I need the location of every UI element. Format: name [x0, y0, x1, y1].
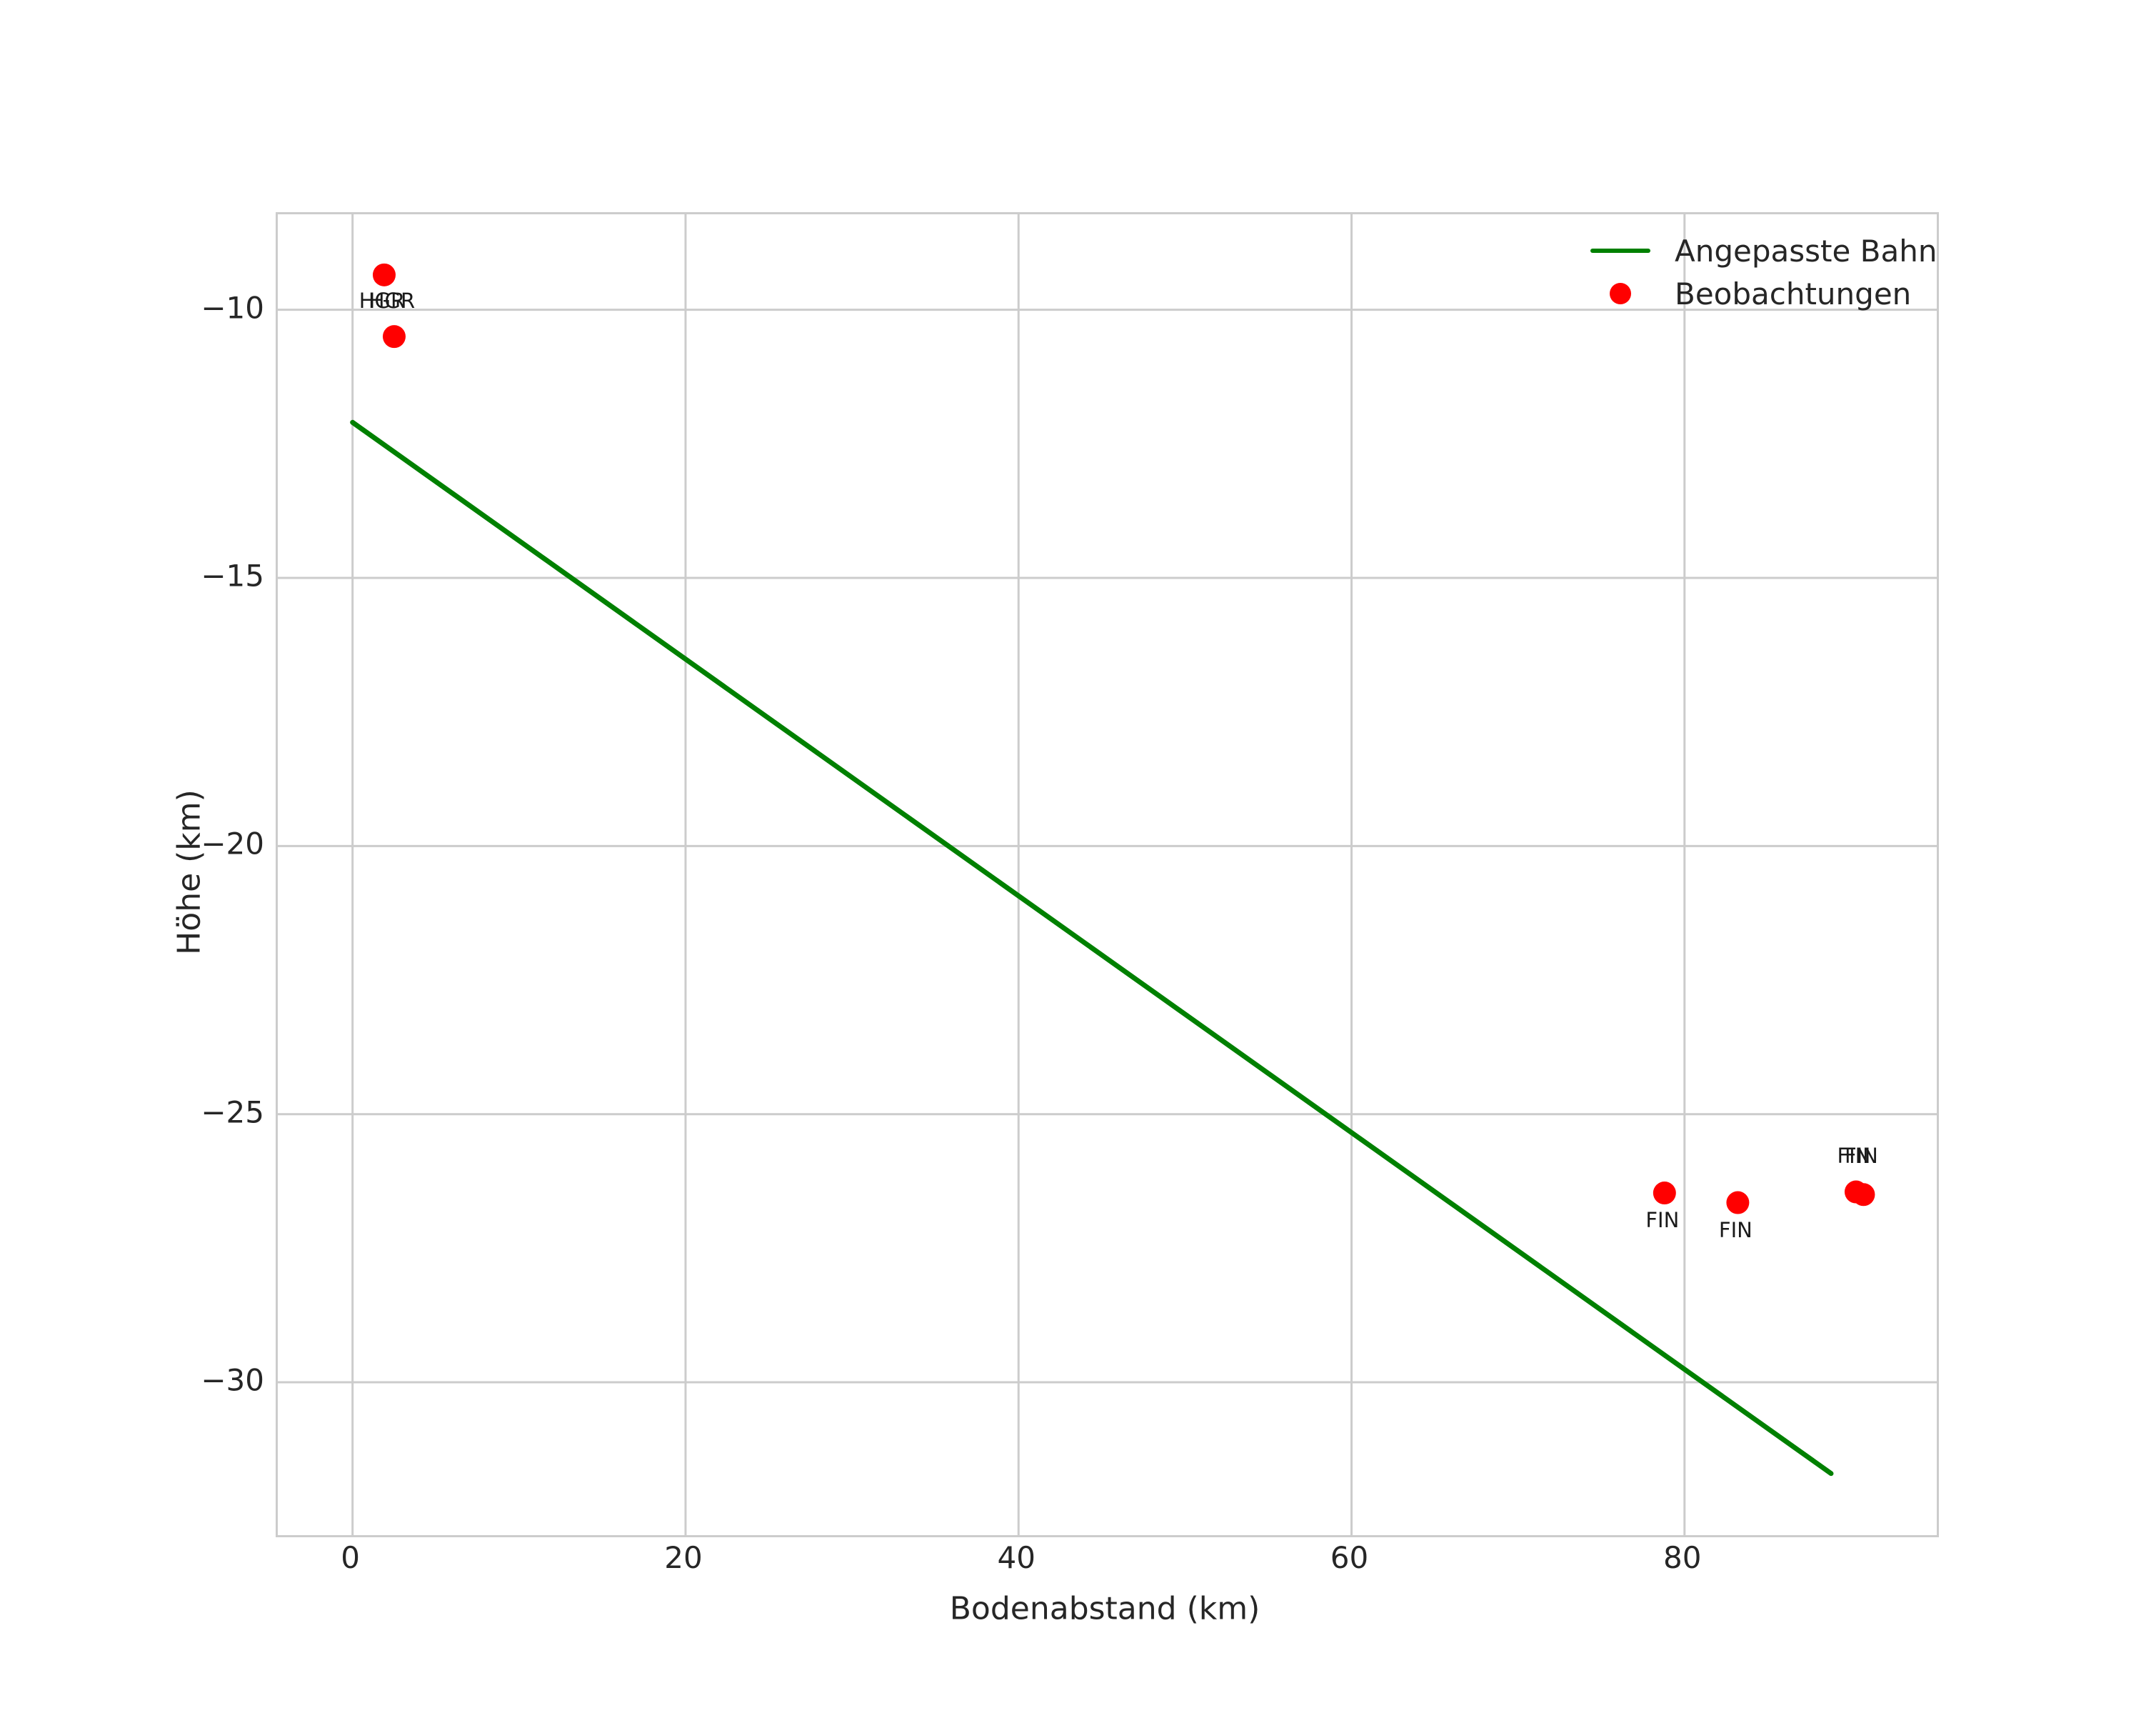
point-annotation: FIN — [1837, 1144, 1871, 1169]
point-annotation: HGR — [368, 288, 416, 313]
legend: Angepasste Bahn Beobachtungen — [1590, 229, 1937, 315]
plot-area — [276, 212, 1939, 1537]
y-tick-label: −15 — [201, 558, 264, 594]
fitted-line-sample-icon — [1590, 249, 1650, 253]
observation-point — [372, 263, 396, 286]
observation-dot-sample-icon — [1610, 283, 1631, 304]
legend-label-fitted-line: Angepasste Bahn — [1675, 233, 1937, 269]
x-tick-label: 80 — [1663, 1540, 1702, 1575]
legend-entry-observations: Beobachtungen — [1590, 272, 1937, 315]
y-tick-label: −20 — [201, 826, 264, 861]
x-tick-label: 0 — [341, 1540, 361, 1575]
point-annotation: FIN — [1645, 1208, 1680, 1233]
y-tick-label: −30 — [201, 1362, 264, 1398]
x-axis-label: Bodenabstand (km) — [949, 1590, 1260, 1627]
fitted-trajectory-line — [350, 419, 1834, 1477]
legend-sample-box — [1590, 249, 1650, 253]
observation-point — [1653, 1182, 1676, 1205]
plot-canvas — [278, 214, 1937, 1535]
x-tick-label: 40 — [997, 1540, 1036, 1575]
observation-point — [1852, 1183, 1875, 1207]
x-tick-label: 60 — [1330, 1540, 1369, 1575]
y-axis-label: Höhe (km) — [171, 789, 208, 955]
legend-label-observations: Beobachtungen — [1675, 276, 1912, 311]
legend-sample-box — [1590, 283, 1650, 304]
observation-point — [382, 325, 406, 349]
y-tick-label: −25 — [201, 1094, 264, 1130]
point-annotation: FIN — [1844, 1144, 1878, 1169]
x-tick-label: 20 — [664, 1540, 703, 1575]
y-tick-label: −10 — [201, 290, 264, 326]
point-annotation: HGR — [359, 288, 406, 313]
point-annotation: FIN — [1718, 1217, 1753, 1242]
observation-point — [1726, 1191, 1750, 1214]
legend-entry-fitted-line: Angepasste Bahn — [1590, 229, 1937, 272]
